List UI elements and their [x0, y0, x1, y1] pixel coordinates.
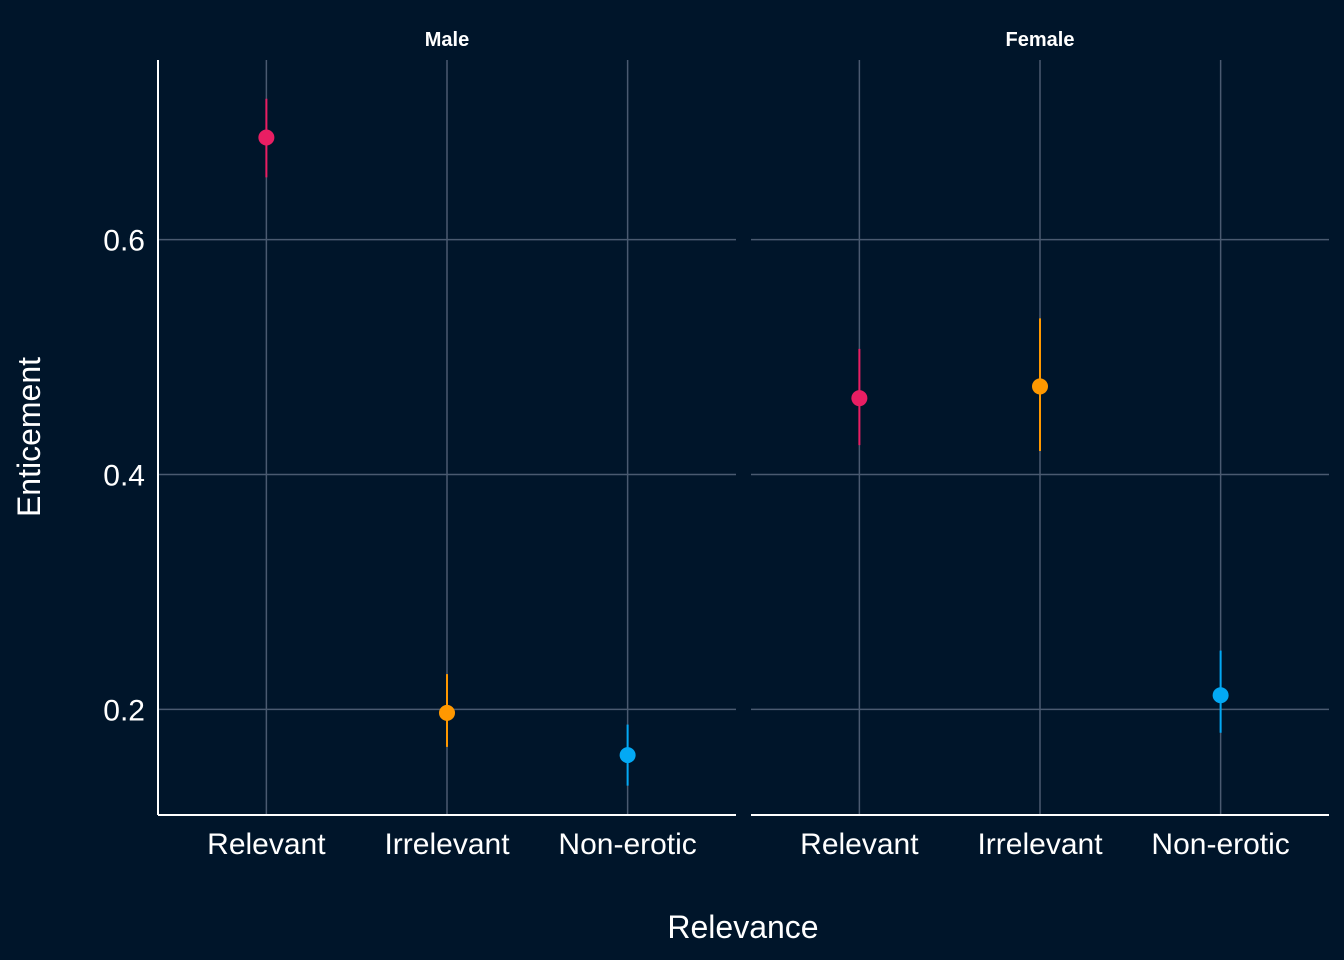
- panel-male: Male Relevant Irrelevant Non-erotic: [157, 29, 736, 861]
- data-point: [851, 390, 868, 407]
- data-point: [1032, 378, 1048, 395]
- data-point: [258, 129, 275, 146]
- x-tick-label: Irrelevant: [977, 828, 1103, 861]
- data-point: [1212, 687, 1229, 704]
- y-tick-label: 0.6: [103, 225, 145, 258]
- y-tick-label: 0.2: [103, 694, 145, 727]
- data-point: [619, 747, 636, 764]
- y-tick-label: 0.4: [103, 459, 145, 492]
- y-axis-title: Enticement: [11, 357, 47, 517]
- facet-label: Female: [1006, 29, 1075, 51]
- x-tick-label: Non-erotic: [1151, 828, 1289, 861]
- x-tick-label: Non-erotic: [558, 828, 696, 861]
- panel-female: Female Relevant Irrelevant Non-erotic: [751, 29, 1329, 861]
- y-axis-ticks: 0.2 0.4 0.6: [103, 225, 145, 728]
- x-tick-label: Relevant: [207, 828, 326, 861]
- x-axis-title: Relevance: [667, 909, 818, 945]
- x-tick-label: Relevant: [800, 828, 919, 861]
- facet-label: Male: [425, 29, 469, 51]
- data-point: [439, 704, 455, 721]
- x-tick-label: Irrelevant: [384, 828, 510, 861]
